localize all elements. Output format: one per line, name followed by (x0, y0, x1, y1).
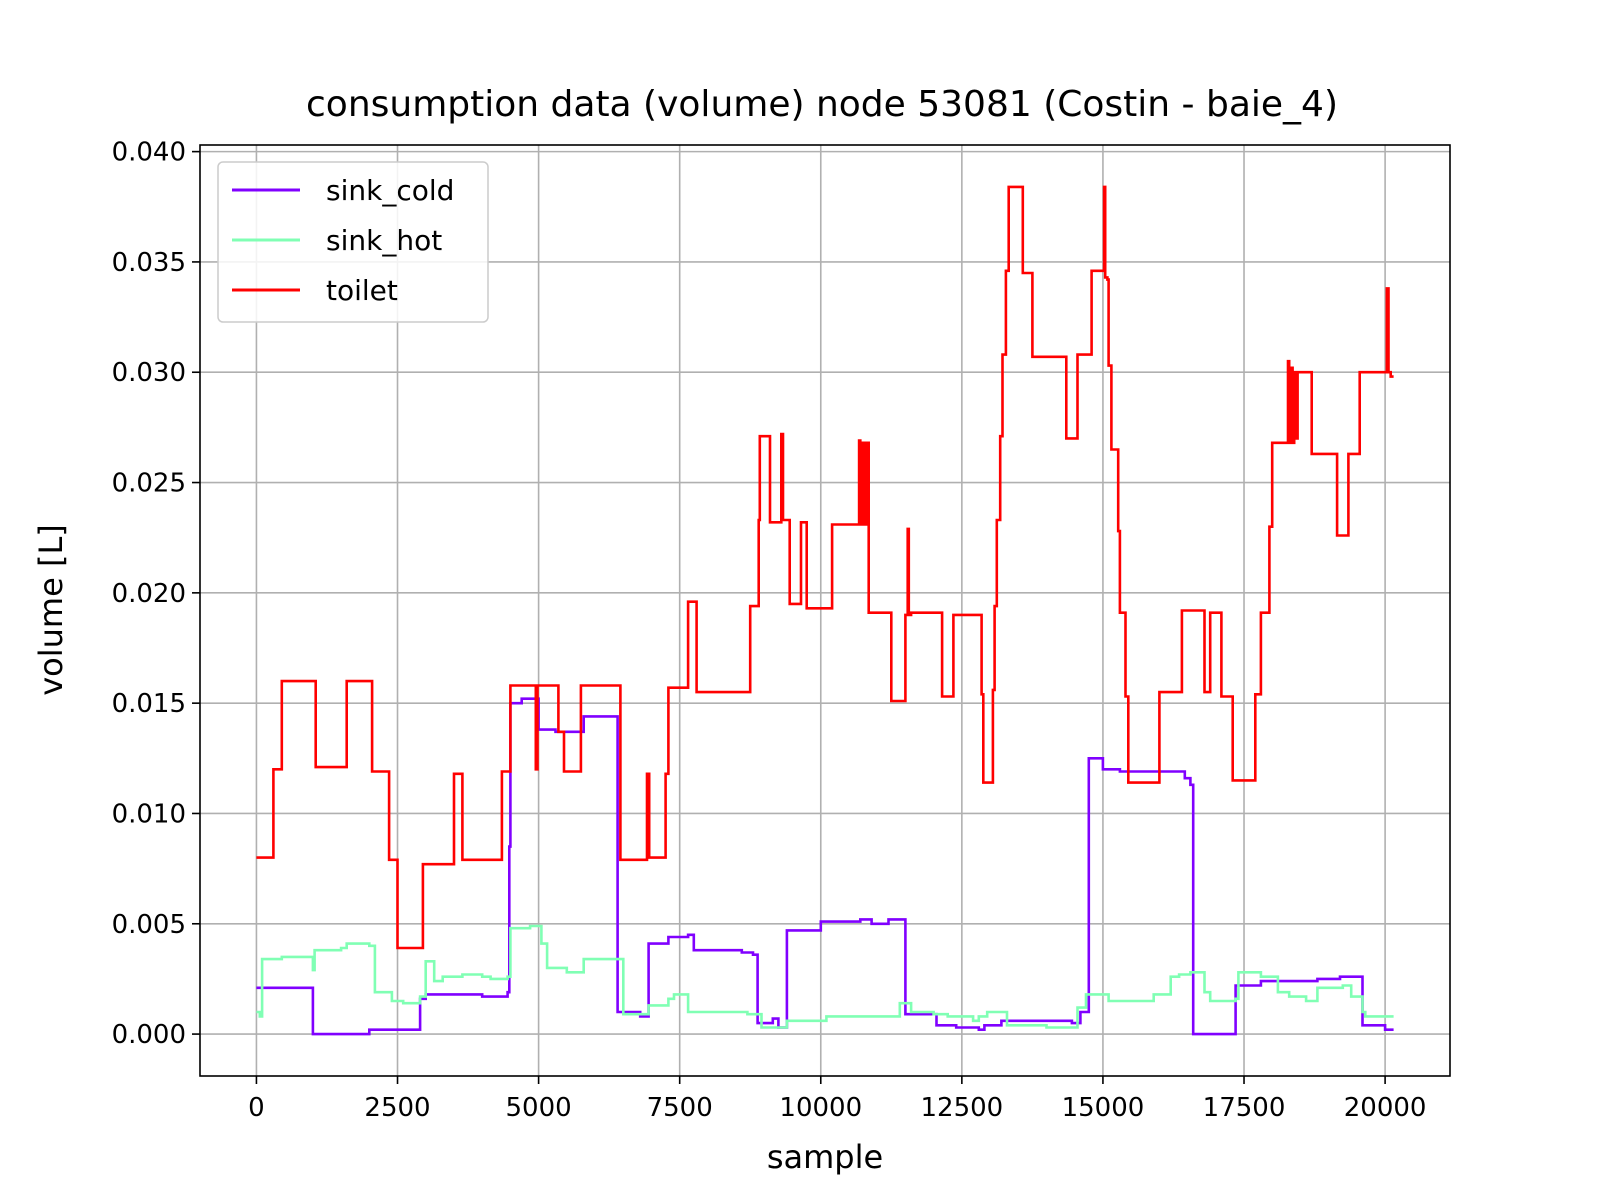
y-axis-label: volume [L] (32, 524, 70, 696)
y-tick-label: 0.040 (112, 138, 186, 168)
x-tick-label: 17500 (1203, 1093, 1286, 1123)
legend-label: sink_cold (326, 174, 454, 207)
series-layer (256, 185, 1394, 1036)
grid (200, 145, 1450, 1076)
y-axis: 0.000 0.005 0.010 0.015 0.020 0.025 0.030 0.035… (112, 138, 200, 1050)
x-tick-label: 2500 (364, 1093, 430, 1123)
x-tick-label: 5000 (506, 1093, 572, 1123)
x-tick-label: 12500 (920, 1093, 1003, 1123)
x-tick-label: 10000 (779, 1093, 862, 1123)
y-tick-label: 0.025 (112, 469, 186, 499)
legend-box (217, 161, 489, 323)
x-axis-label: sample (767, 1138, 883, 1176)
chart-title: consumption data (volume) node 53081 (Co… (306, 84, 1338, 125)
x-axis: 0 2500 5000 7500 10000 12500 15000 17500 20000 (248, 1076, 1426, 1123)
legend-label: sink_hot (326, 224, 442, 257)
x-tick-label: 15000 (1062, 1093, 1145, 1123)
y-tick-label: 0.035 (112, 248, 186, 278)
x-tick-label: 7500 (647, 1093, 713, 1123)
plot-frame (199, 144, 1451, 1077)
legend-label: toilet (326, 274, 398, 307)
y-tick-label: 0.020 (112, 579, 186, 609)
y-tick-label: 0.000 (112, 1020, 186, 1050)
x-tick-label: 20000 (1344, 1093, 1427, 1123)
y-tick-label: 0.010 (112, 799, 186, 829)
y-tick-label: 0.005 (112, 910, 186, 940)
y-tick-label: 0.015 (112, 689, 186, 719)
y-tick-label: 0.030 (112, 358, 186, 388)
series-line-toilet (256, 185, 1394, 950)
x-tick-label: 0 (248, 1093, 265, 1123)
series-line-sink-hot (256, 924, 1394, 1029)
